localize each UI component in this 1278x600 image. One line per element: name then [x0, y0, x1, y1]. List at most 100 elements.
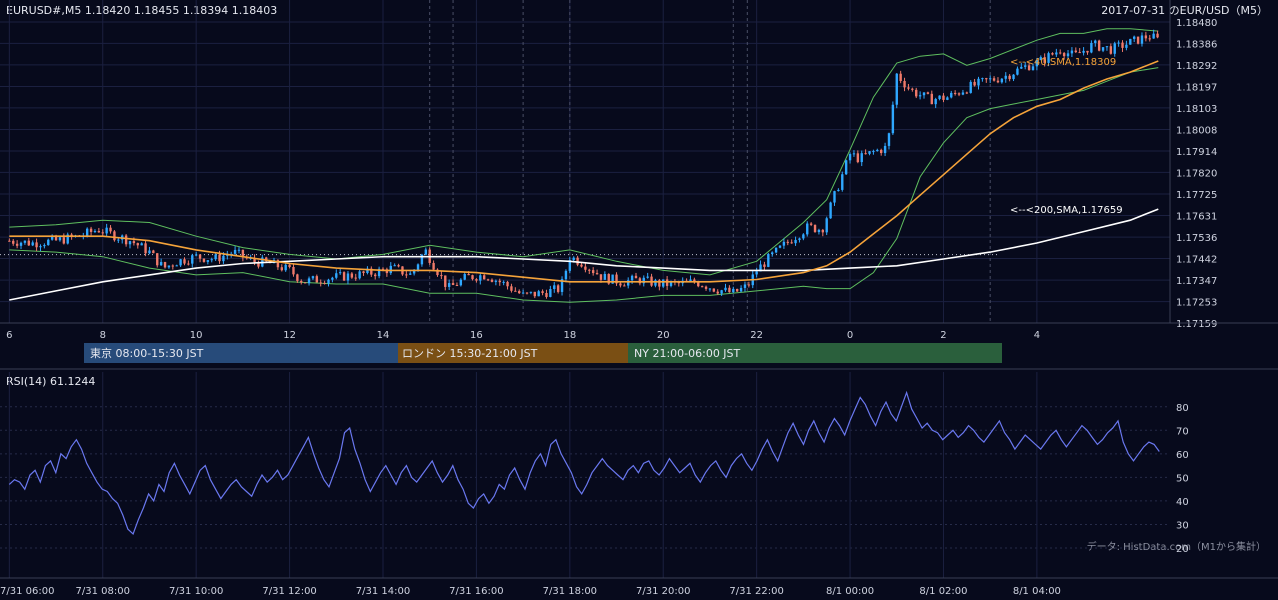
candle-body [292, 266, 295, 275]
candle-body [27, 240, 31, 246]
candle-body [521, 292, 525, 294]
candle-body [1020, 66, 1023, 69]
candle-body [167, 265, 171, 268]
candle-body [1008, 75, 1011, 80]
candle-body [1043, 57, 1046, 63]
session-tokyo-label: 東京 08:00-15:30 JST [90, 346, 204, 360]
time-tick-label: 7/31 10:00 [169, 586, 223, 597]
time-tick-label: 7/31 16:00 [449, 586, 503, 597]
candle-body [938, 95, 941, 100]
candle-body [490, 279, 494, 282]
candle-body [1105, 46, 1109, 48]
candle-body [1070, 50, 1074, 54]
candle-body [62, 237, 66, 244]
candle-body [712, 288, 716, 292]
candle-body [451, 283, 455, 286]
candle-body [817, 229, 821, 233]
candle-body [774, 247, 778, 253]
price-tick-label: 1.17442 [1176, 255, 1217, 266]
candle-body [1132, 36, 1136, 39]
candle-body [868, 151, 871, 154]
candle-body [467, 274, 470, 276]
price-tick-label: 1.18480 [1176, 18, 1217, 29]
candle-body [327, 279, 330, 284]
candle-body [436, 269, 439, 276]
candle-body [226, 254, 229, 256]
candle-body [276, 259, 280, 268]
price-tick-label: 1.17631 [1176, 211, 1217, 222]
hour-tick-label: 10 [190, 330, 203, 341]
rsi-line [8, 390, 1160, 535]
candle-body [1035, 60, 1039, 67]
candle-body [743, 284, 747, 288]
candle-body [825, 218, 828, 233]
candle-body [362, 271, 365, 274]
candle-body [502, 281, 505, 283]
candle-body [771, 252, 774, 255]
chart-title: 2017-07-31 のEUR/USD（M5） [1101, 4, 1268, 17]
candle-body [876, 149, 879, 152]
candle-body [241, 249, 245, 258]
candle-body [54, 236, 58, 241]
candle-body [961, 92, 965, 95]
candle-body [953, 92, 957, 94]
hour-tick-label: 16 [470, 330, 483, 341]
candle-body [191, 255, 194, 264]
candle-body [97, 230, 101, 233]
candle-body [560, 279, 564, 292]
session-tokyo-bar [84, 343, 398, 363]
hour-tick-label: 0 [847, 330, 853, 341]
candle-body [883, 145, 887, 154]
candle-body [486, 279, 490, 281]
candle-body [218, 254, 221, 262]
candle-body [837, 189, 840, 192]
hour-tick-label: 12 [283, 330, 296, 341]
candle-body [778, 245, 782, 248]
candle-body [911, 88, 914, 90]
candle-body [113, 231, 116, 241]
candle-body [412, 269, 416, 274]
candle-body [607, 273, 610, 284]
rsi-panel: 20 30 40 50 60 70 80 7/31 06:00 7/31 08:00 7/31 1… [0, 368, 1278, 597]
candle-body [374, 274, 377, 277]
candle-body [358, 271, 361, 279]
candle-body [300, 280, 303, 283]
time-tick-label: 7/31 14:00 [356, 586, 410, 597]
candle-body [541, 291, 544, 293]
candle-body [455, 285, 459, 287]
candle-body [809, 223, 813, 225]
candle-body [19, 242, 23, 246]
candle-body [288, 264, 291, 267]
candle-body [444, 275, 447, 287]
candle-body [957, 93, 961, 95]
candle-body [66, 234, 69, 244]
candle-body [981, 78, 984, 80]
candle-body [767, 254, 770, 267]
candle-body [296, 274, 299, 281]
candle-body [821, 229, 825, 233]
rsi-tick-label: 50 [1176, 473, 1189, 484]
candle-body [615, 274, 618, 284]
candle-body [510, 286, 513, 291]
candle-body [599, 274, 603, 280]
candle-body [409, 273, 412, 275]
candle-body [864, 153, 867, 155]
candle-body [214, 254, 217, 260]
candle-body [879, 149, 883, 154]
session-ny-bar [628, 343, 1002, 363]
candle-body [1031, 66, 1035, 71]
candle-body [735, 288, 739, 292]
candle-body [206, 260, 210, 262]
candle-body [342, 272, 346, 281]
candle-body [708, 288, 712, 290]
candle-body [105, 227, 108, 234]
bollinger-lower-line [9, 67, 1159, 303]
candle-body [109, 227, 112, 232]
candle-body [572, 257, 575, 261]
candle-body [841, 174, 844, 190]
candle-body [1109, 46, 1113, 54]
time-tick-label: 7/31 12:00 [262, 586, 316, 597]
candle-body [148, 250, 151, 254]
candle-body [253, 257, 256, 263]
